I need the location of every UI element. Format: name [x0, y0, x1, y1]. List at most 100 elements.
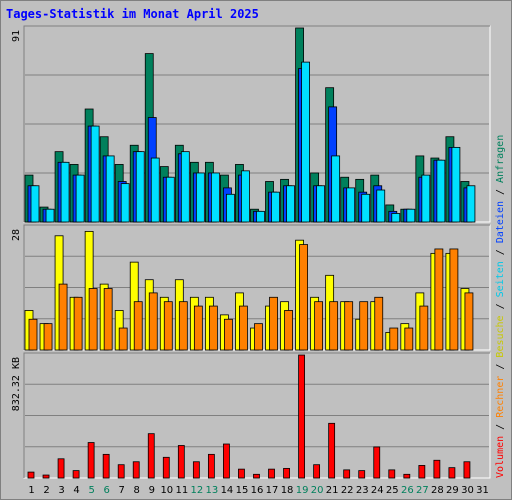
x-tick-label-day-4: 4 [73, 485, 79, 496]
bar-seiten-day-10 [165, 176, 175, 223]
bar-seiten-day-22 [346, 187, 356, 223]
bar-rechner-day-7 [118, 327, 128, 351]
bar-rechner-day-6 [103, 288, 113, 351]
bar-rechner-day-13 [208, 305, 218, 351]
x-tick-label-day-8: 8 [134, 485, 140, 496]
bar-rechner-day-27 [419, 305, 429, 351]
legend-segment: / [495, 358, 506, 376]
panel-volume-shadow [23, 352, 490, 478]
legend-segment: Dateien [495, 201, 506, 243]
x-tick-label-day-14: 14 [221, 485, 234, 496]
x-tick-label-day-22: 22 [341, 485, 354, 496]
bar-volumen-day-5 [87, 442, 95, 479]
bar-volumen-day-4 [72, 470, 80, 479]
bar-volumen-day-11 [177, 445, 185, 479]
bar-rechner-day-22 [344, 301, 354, 351]
panel-requests-shadow [23, 25, 490, 222]
bar-rechner-day-5 [88, 288, 98, 351]
bar-volumen-day-23 [358, 470, 366, 479]
bar-volumen-day-24 [373, 446, 381, 479]
bar-rechner-day-19 [299, 244, 308, 351]
bar-seiten-day-18 [286, 185, 295, 223]
x-tick-label-day-21: 21 [326, 485, 339, 496]
bar-seiten-day-1 [30, 185, 40, 223]
bar-volumen-day-26 [403, 473, 411, 479]
x-tick-label-day-1: 1 [28, 485, 34, 496]
bar-rechner-day-17 [269, 296, 278, 351]
bar-volumen-day-30 [463, 461, 471, 479]
bar-seiten-day-26 [406, 208, 416, 223]
bar-volumen-day-1 [27, 471, 35, 479]
x-tick-label-day-11: 11 [175, 485, 188, 496]
bar-seiten-day-12 [195, 172, 205, 223]
bar-rechner-day-4 [73, 296, 83, 351]
bar-seiten-day-23 [361, 193, 371, 223]
bar-volumen-day-20 [313, 464, 321, 479]
bar-volumen-day-6 [102, 453, 110, 479]
legend-segment: Anfragen [495, 135, 506, 183]
x-tick-label-day-29: 29 [446, 485, 459, 496]
x-tick-label-day-17: 17 [266, 485, 279, 496]
bar-volumen-day-12 [192, 461, 200, 479]
bar-rechner-day-1 [28, 318, 38, 351]
bar-rechner-day-9 [148, 292, 158, 351]
bar-seiten-day-19 [301, 61, 310, 223]
x-tick-label-day-5: 5 [88, 485, 94, 496]
x-tick-label-day-28: 28 [431, 485, 444, 496]
right-legend: Volumen / Rechner / Besuche / Seiten / D… [495, 135, 506, 478]
bar-volumen-day-18 [283, 467, 290, 479]
bar-seiten-day-25 [391, 213, 401, 223]
bar-volumen-day-7 [117, 464, 125, 479]
bar-rechner-day-26 [404, 327, 414, 351]
x-tick-label-day-26: 26 [401, 485, 414, 496]
x-tick-label-day-15: 15 [236, 485, 249, 496]
bar-seiten-day-27 [421, 174, 431, 223]
x-tick-label-day-6: 6 [103, 485, 109, 496]
bar-volumen-day-3 [57, 458, 65, 479]
bar-rechner-day-24 [374, 296, 384, 351]
legend-segment: / [495, 183, 506, 201]
x-tick-label-day-19: 19 [296, 485, 309, 496]
bar-volumen-day-2 [42, 474, 50, 479]
bar-rechner-day-14 [224, 318, 233, 351]
bar-seiten-day-17 [271, 191, 280, 223]
bar-volumen-day-28 [433, 459, 441, 479]
x-tick-label-day-13: 13 [206, 485, 219, 496]
bar-rechner-day-10 [163, 301, 173, 351]
bar-rechner-day-20 [314, 301, 324, 351]
bar-volumen-day-17 [268, 468, 275, 479]
legend-segment: Volumen [495, 436, 506, 478]
bar-rechner-day-21 [329, 301, 339, 351]
bar-seiten-day-14 [226, 193, 235, 223]
bar-seiten-day-5 [90, 125, 100, 223]
bar-seiten-day-8 [135, 151, 145, 223]
bar-volumen-day-21 [328, 422, 336, 479]
legend-segment: / [495, 297, 506, 315]
bar-rechner-day-15 [239, 305, 248, 351]
x-tick-label-day-25: 25 [386, 485, 399, 496]
x-tick-label-day-30: 30 [461, 485, 474, 496]
bar-seiten-day-29 [451, 146, 461, 223]
x-tick-label-day-12: 12 [191, 485, 204, 496]
bar-volumen-day-27 [418, 465, 426, 479]
bar-volumen-day-29 [448, 467, 456, 479]
legend-segment: / [495, 243, 506, 261]
bar-volumen-day-9 [147, 433, 155, 479]
bar-rechner-day-29 [449, 248, 459, 351]
bar-rechner-day-16 [254, 323, 263, 351]
bar-seiten-day-15 [241, 170, 250, 223]
bar-seiten-day-3 [60, 161, 70, 223]
legend-segment: Seiten [495, 261, 506, 297]
bar-seiten-day-4 [75, 174, 85, 223]
x-tick-label-day-24: 24 [371, 485, 384, 496]
bar-rechner-day-2 [43, 323, 53, 351]
x-tick-label-day-2: 2 [43, 485, 49, 496]
bar-seiten-day-6 [105, 155, 115, 223]
y-max-label-requests: 91 [11, 30, 22, 42]
bar-seiten-day-24 [376, 189, 386, 223]
bar-rechner-day-28 [434, 248, 444, 351]
bar-seiten-day-9 [150, 157, 160, 223]
bar-rechner-day-12 [193, 305, 203, 351]
bar-volumen-day-22 [343, 469, 351, 479]
y-max-label-volume: 832.32 KB [11, 357, 22, 411]
